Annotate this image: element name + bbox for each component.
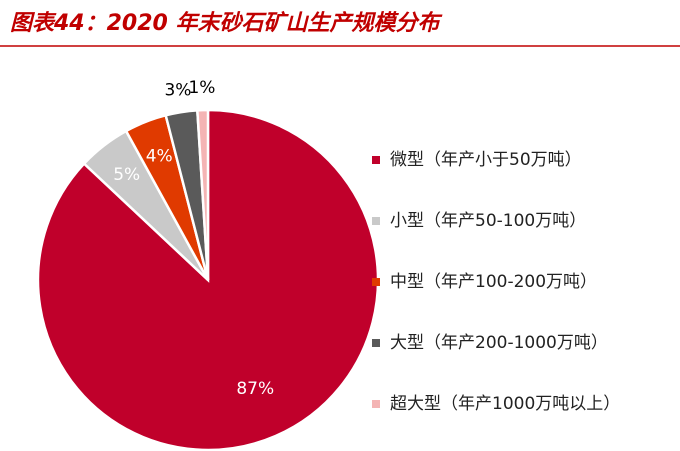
legend-swatch: [372, 400, 380, 408]
legend-swatch: [372, 217, 380, 225]
legend-label: 超大型（年产1000万吨以上）: [390, 394, 620, 414]
legend-swatch: [372, 339, 380, 347]
legend-label: 小型（年产50-100万吨）: [390, 211, 586, 231]
data-label: 5%: [113, 165, 140, 185]
pie-slice: [36, 108, 380, 451]
data-label: 87%: [236, 379, 274, 399]
legend-swatch: [372, 278, 380, 286]
pie-slice: [195, 108, 210, 281]
data-label: 3%: [164, 80, 191, 100]
legend-label: 微型（年产小于50万吨）: [390, 150, 582, 170]
data-label: 4%: [146, 147, 173, 167]
legend-label: 大型（年产200-1000万吨）: [390, 333, 608, 353]
legend-label: 中型（年产100-200万吨）: [390, 272, 597, 292]
chart-title: 图表44：2020 年末砂石矿山生产规模分布: [10, 10, 443, 36]
data-label: 1%: [188, 78, 215, 98]
legend-swatch: [372, 156, 380, 164]
